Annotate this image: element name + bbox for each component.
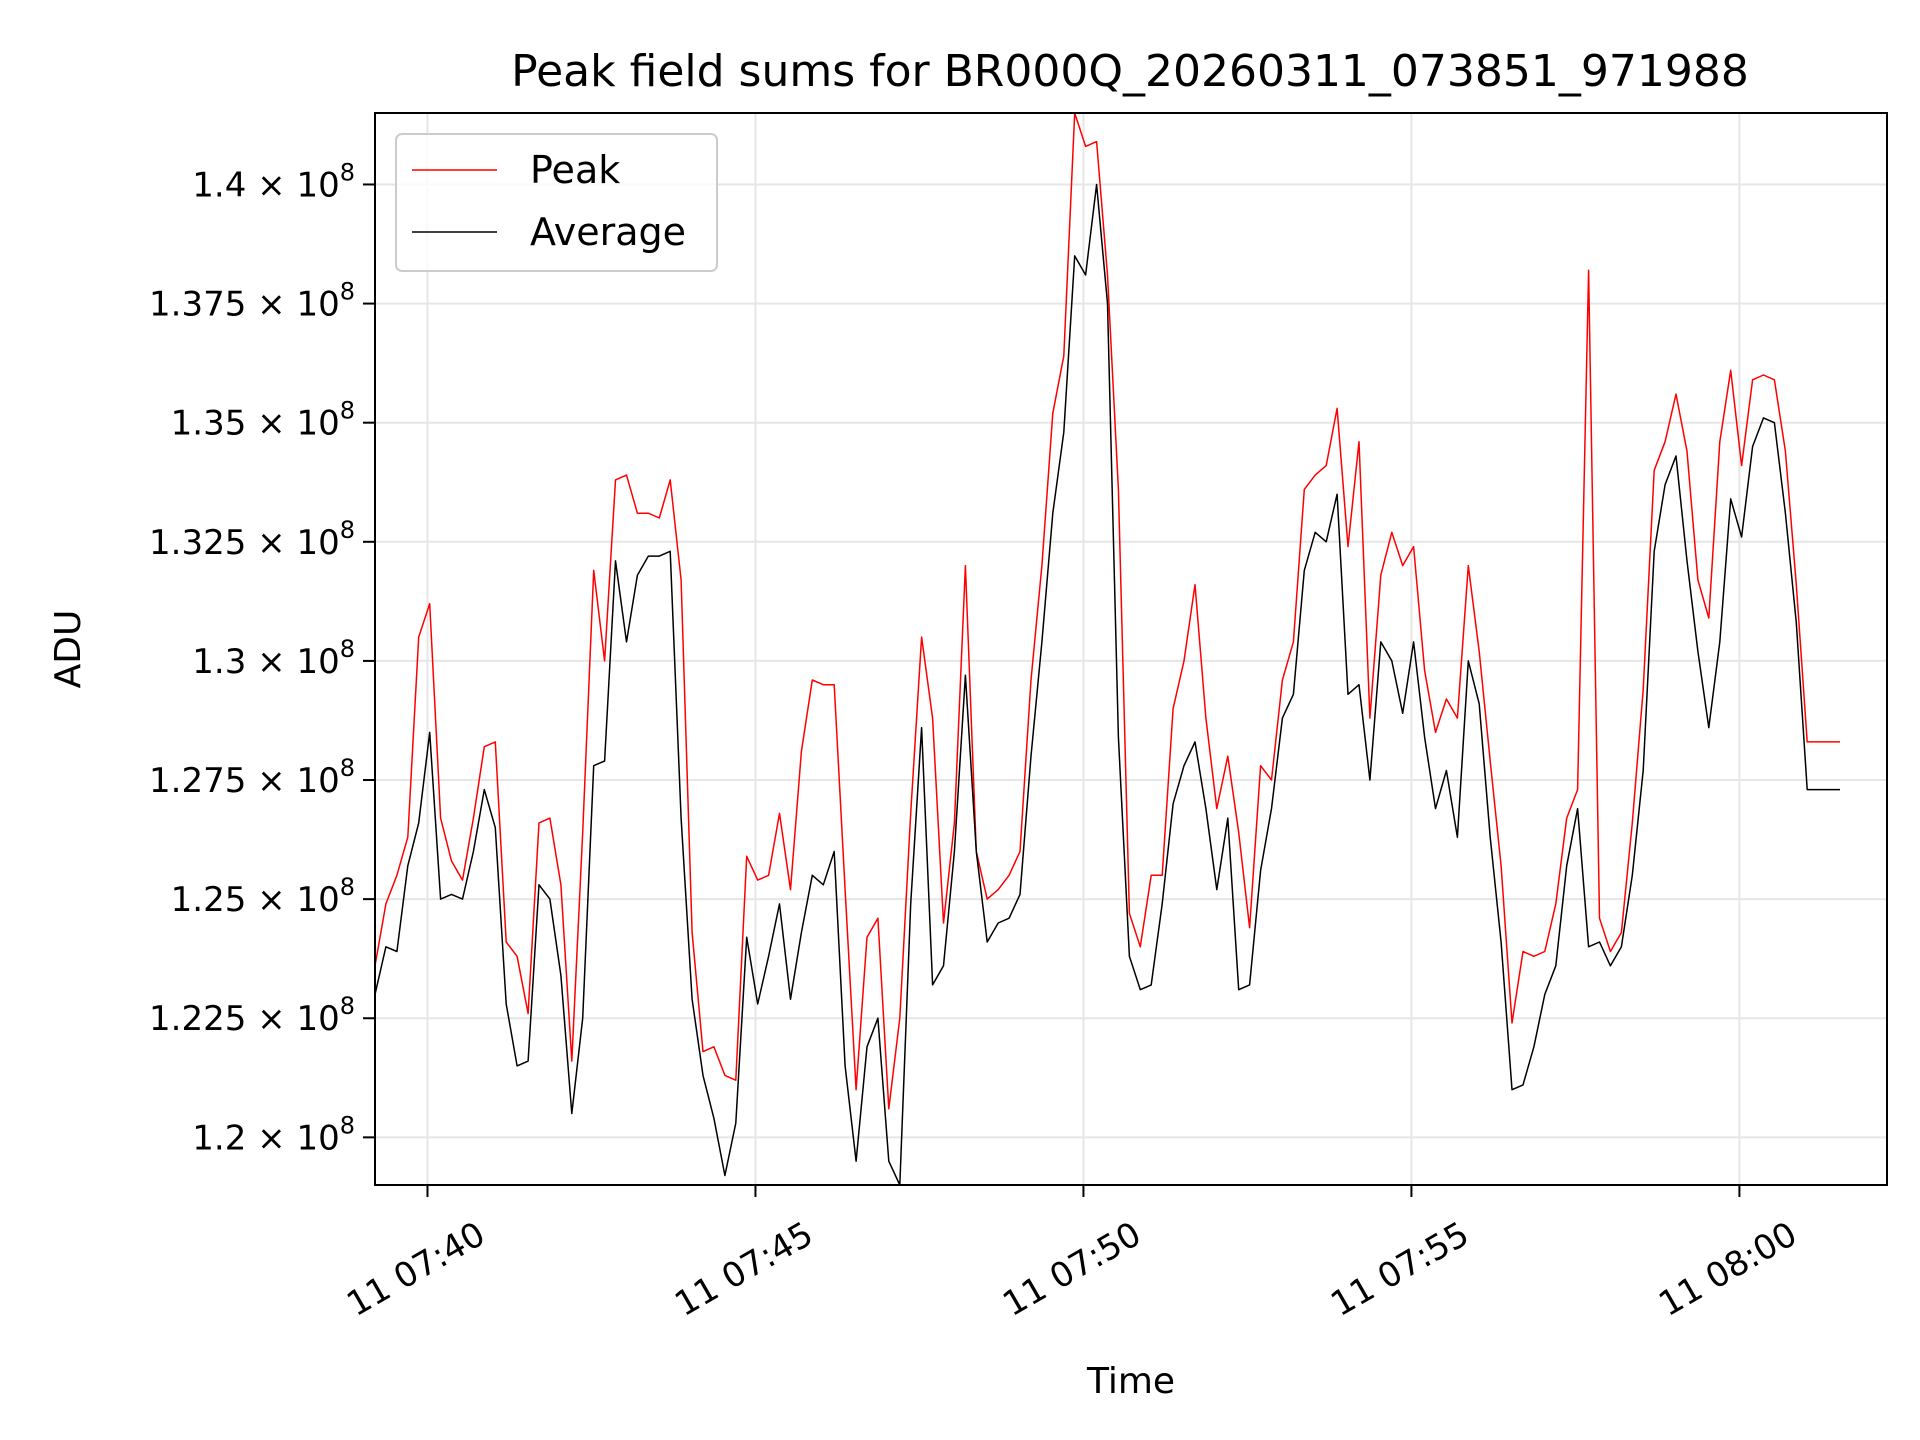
y-axis-label: ADU bbox=[48, 610, 89, 689]
y-tick-times-ten: × 10 bbox=[257, 285, 340, 325]
y-tick-times-ten: × 10 bbox=[257, 404, 340, 444]
y-tick-times-ten: × 10 bbox=[257, 1118, 340, 1158]
legend-label-peak: Peak bbox=[530, 148, 620, 192]
y-tick-label: 1.2 × 108 bbox=[192, 1111, 355, 1158]
y-tick-label: 1.275 × 108 bbox=[149, 754, 355, 801]
y-tick-label: 1.25 × 108 bbox=[171, 873, 355, 920]
legend-box bbox=[395, 133, 718, 272]
y-tick-label: 1.35 × 108 bbox=[171, 397, 355, 444]
y-tick-mantissa: 1.325 bbox=[149, 523, 257, 563]
y-tick-times-ten: × 10 bbox=[257, 880, 340, 920]
y-tick-label: 1.375 × 108 bbox=[149, 278, 355, 325]
y-tick-exponent: 8 bbox=[340, 158, 355, 186]
legend-label-average: Average bbox=[530, 210, 686, 254]
y-tick-mantissa: 1.225 bbox=[149, 999, 257, 1039]
x-axis-label: Time bbox=[1086, 1361, 1175, 1402]
legend: Peak Average bbox=[395, 133, 718, 272]
y-tick-exponent: 8 bbox=[340, 992, 355, 1020]
y-tick-mantissa: 1.4 bbox=[192, 165, 257, 205]
y-tick-mantissa: 1.2 bbox=[192, 1118, 257, 1158]
plot-series bbox=[375, 113, 1840, 1185]
y-tick-mantissa: 1.3 bbox=[192, 642, 257, 682]
y-tick-mantissa: 1.375 bbox=[149, 285, 257, 325]
series-line-peak bbox=[375, 113, 1840, 1110]
y-tick-label: 1.3 × 108 bbox=[192, 635, 355, 682]
y-tick-label: 1.325 × 108 bbox=[149, 516, 355, 563]
chart-title: Peak field sums for BR000Q_20260311_0738… bbox=[511, 46, 1749, 97]
y-tick-mantissa: 1.35 bbox=[171, 404, 258, 444]
y-tick-times-ten: × 10 bbox=[257, 523, 340, 563]
y-tick-exponent: 8 bbox=[340, 516, 355, 544]
y-tick-exponent: 8 bbox=[340, 397, 355, 425]
y-tick-times-ten: × 10 bbox=[257, 761, 340, 801]
y-tick-exponent: 8 bbox=[340, 1111, 355, 1139]
y-tick-exponent: 8 bbox=[340, 754, 355, 782]
series-line-average bbox=[375, 183, 1840, 1185]
y-tick-label: 1.4 × 108 bbox=[192, 158, 355, 205]
y-tick-exponent: 8 bbox=[340, 635, 355, 663]
y-tick-mantissa: 1.25 bbox=[171, 880, 258, 920]
y-tick-mantissa: 1.275 bbox=[149, 761, 257, 801]
y-tick-times-ten: × 10 bbox=[257, 642, 340, 682]
grid bbox=[375, 113, 1887, 1185]
y-tick-label: 1.225 × 108 bbox=[149, 992, 355, 1039]
y-tick-exponent: 8 bbox=[340, 278, 355, 306]
plot-frame bbox=[374, 112, 1888, 1186]
y-tick-times-ten: × 10 bbox=[257, 999, 340, 1039]
y-tick-times-ten: × 10 bbox=[257, 165, 340, 205]
y-tick-exponent: 8 bbox=[340, 873, 355, 901]
